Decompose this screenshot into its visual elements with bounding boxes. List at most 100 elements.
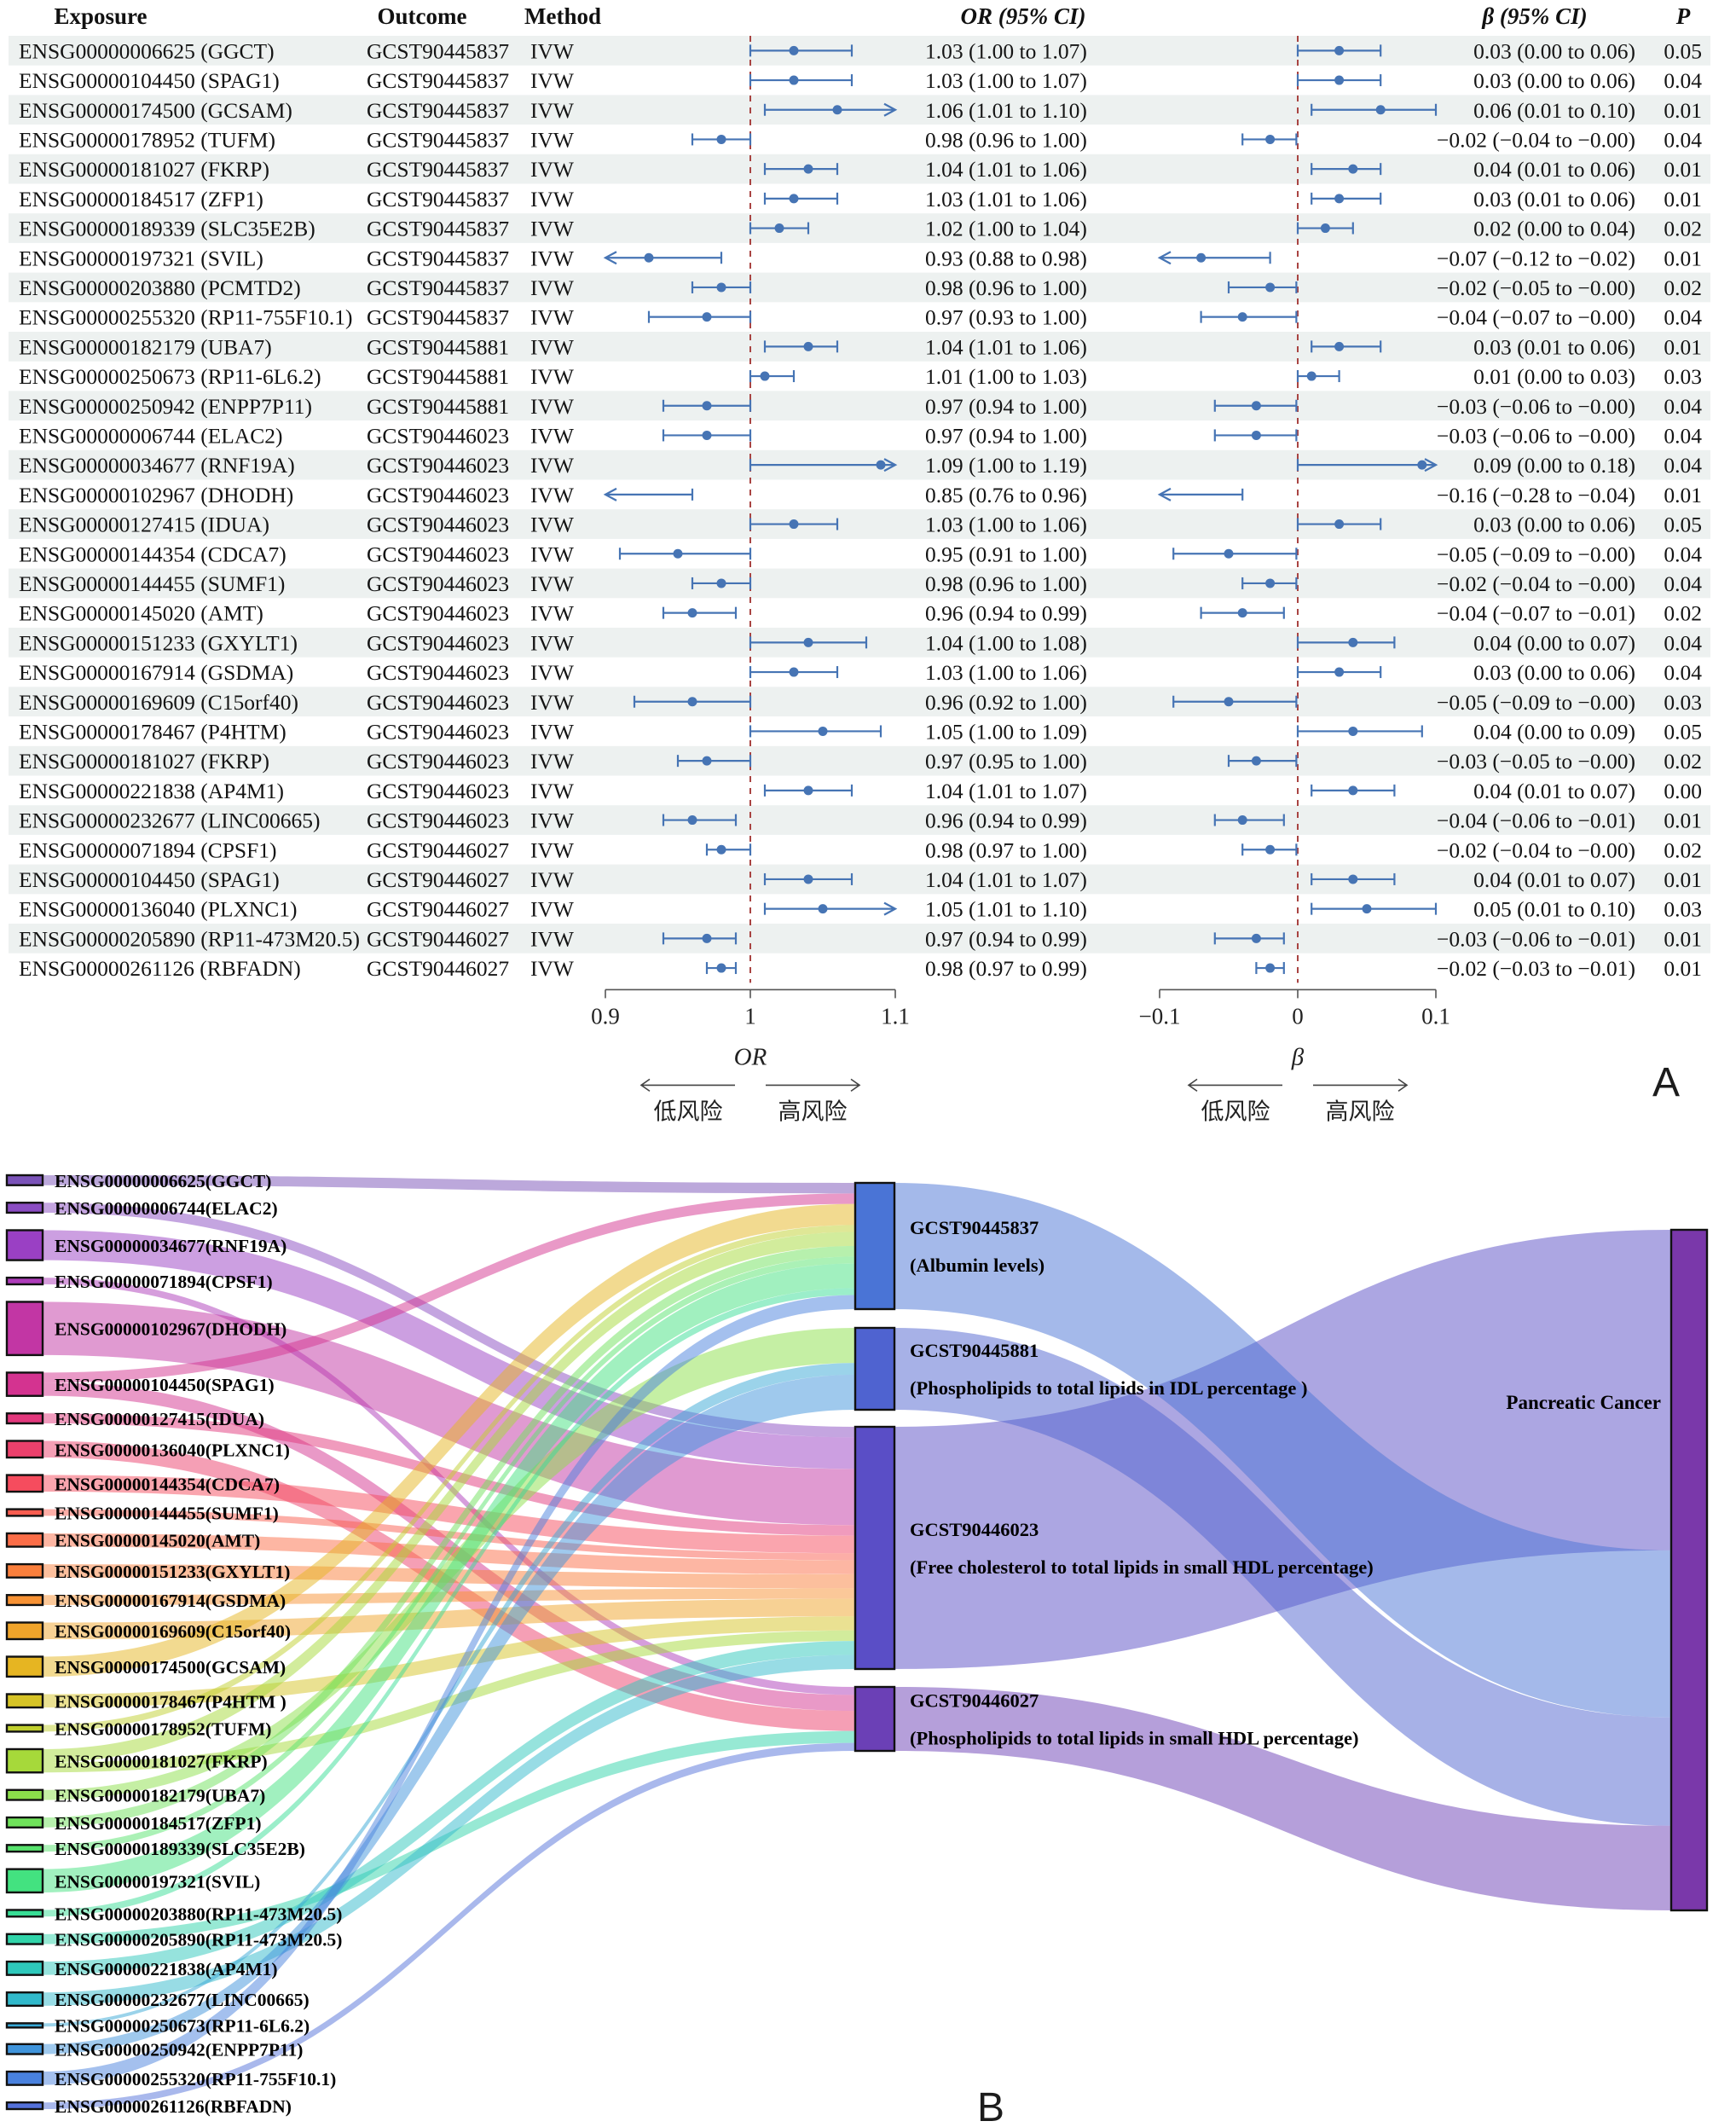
forest-point <box>716 963 726 973</box>
outcome-cell: GCST90446027 <box>367 956 509 981</box>
column-header: OR (95% CI) <box>961 3 1086 29</box>
sankey-gene-node <box>5 1655 44 1678</box>
table-row: ENSG00000184517 (ZFP1) GCST90445837 IVW 1.0… <box>19 187 1702 212</box>
sankey-gene-node <box>5 1747 44 1774</box>
exposure-cell: ENSG00000071894 (CPSF1) <box>19 837 277 862</box>
or-ci-cell: 1.09 (1.00 to 1.19) <box>925 453 1087 478</box>
forest-point <box>1265 578 1276 588</box>
outcome-cell: GCST90446023 <box>367 453 509 478</box>
or-ci-cell: 1.03 (1.00 to 1.07) <box>925 68 1087 93</box>
beta-ci-cell: 0.04 (0.01 to 0.07) <box>1473 867 1635 892</box>
p-value-cell: 0.04 <box>1664 571 1702 596</box>
beta-ci-cell: 0.04 (0.01 to 0.07) <box>1473 779 1635 803</box>
forest-point <box>702 312 712 322</box>
column-header: β (95% CI) <box>1481 3 1587 29</box>
sankey-gene-label: ENSG00000169609(C15orf40) <box>55 1621 291 1642</box>
sankey-cancer-label: Pancreatic Cancer <box>1506 1392 1661 1413</box>
outcome-cell: GCST90445837 <box>367 98 509 123</box>
exposure-cell: ENSG00000178952 (TUFM) <box>19 127 275 152</box>
outcome-cell: GCST90446023 <box>367 719 509 744</box>
exposure-cell: ENSG00000006744 (ELAC2) <box>19 423 283 448</box>
p-value-cell: 0.04 <box>1664 542 1702 566</box>
outcome-cell: GCST90446023 <box>367 690 509 715</box>
exposure-cell: ENSG00000034677 (RNF19A) <box>19 453 295 478</box>
table-row: ENSG00000250942 (ENPP7P11) GCST90445881 IV… <box>19 394 1702 419</box>
forest-point <box>702 933 712 943</box>
or-ci-cell: 1.04 (1.01 to 1.07) <box>925 867 1087 892</box>
forest-point <box>702 430 712 440</box>
sankey-gene-label: ENSG00000102967(DHODH) <box>55 1319 286 1340</box>
flow-gene-to-outcome <box>43 1225 855 1732</box>
or-ci-cell: 0.97 (0.94 to 1.00) <box>925 423 1087 448</box>
or-ci-cell: 0.97 (0.94 to 1.00) <box>925 394 1087 419</box>
beta-ci-cell: −0.02 (−0.04 to −0.00) <box>1437 837 1635 862</box>
flow-gene-to-outcome <box>43 1630 855 1773</box>
flow-gene-to-outcome <box>43 1295 855 2085</box>
forest-point <box>687 815 697 826</box>
sankey-gene-node <box>5 1909 44 1918</box>
table-row: ENSG00000205890 (RP11-473M20.5) GCST90446… <box>19 926 1702 951</box>
or-ci-cell: 0.97 (0.93 to 1.00) <box>925 305 1087 330</box>
clip-arrow-right <box>883 458 898 472</box>
exposure-cell: ENSG00000006625 (GGCT) <box>19 38 275 63</box>
exposure-cell: ENSG00000189339 (SLC35E2B) <box>19 217 315 241</box>
axis-tick-label: 1 <box>744 1003 756 1029</box>
p-value-cell: 0.04 <box>1664 423 1702 448</box>
sankey-gene-label: ENSG00000255320(RP11-755F10.1) <box>55 2069 336 2089</box>
p-value-cell: 0.02 <box>1664 749 1702 774</box>
forest-point <box>1251 430 1261 440</box>
exposure-cell: ENSG00000104450 (SPAG1) <box>19 68 280 93</box>
forest-point <box>1334 75 1345 85</box>
or-ci-cell: 1.03 (1.00 to 1.07) <box>925 38 1087 63</box>
forest-point <box>1251 756 1261 766</box>
table-row: ENSG00000169609 (C15orf40) GCST90446023 IV… <box>19 690 1702 715</box>
sankey-gene-label: ENSG00000127415(IDUA) <box>55 1409 264 1429</box>
p-value-cell: 0.02 <box>1664 837 1702 862</box>
sankey-gene-label: ENSG00000151233(GXYLT1) <box>55 1562 290 1582</box>
exposure-cell: ENSG00000250942 (ENPP7P11) <box>19 394 312 419</box>
sankey-gene-node <box>5 2022 44 2029</box>
row-stripe <box>9 154 1710 184</box>
sankey-gene-node <box>5 1960 44 1976</box>
method-cell: IVW <box>530 867 575 892</box>
forest-point <box>789 667 799 677</box>
flow-gene-to-outcome <box>43 1328 855 1800</box>
or-ci-cell: 0.98 (0.97 to 1.00) <box>925 837 1087 862</box>
sankey-gene-node <box>5 1229 44 1261</box>
outcome-cell: GCST90446027 <box>367 867 509 892</box>
exposure-cell: ENSG00000174500 (GCSAM) <box>19 98 292 123</box>
table-row: ENSG00000178952 (TUFM) GCST90445837 IVW 0.9… <box>19 127 1702 152</box>
p-value-cell: 0.04 <box>1664 68 1702 93</box>
or-ci-cell: 0.97 (0.94 to 0.99) <box>925 926 1087 951</box>
table-row: ENSG00000127415 (IDUA) GCST90446023 IVW 1.0… <box>19 513 1702 537</box>
flow-gene-to-outcome <box>43 1742 855 2109</box>
forest-point <box>1196 252 1207 263</box>
exposure-cell: ENSG00000178467 (P4HTM) <box>19 719 286 744</box>
exposure-cell: ENSG00000250673 (RP11-6L6.2) <box>19 364 321 389</box>
sankey-gene-node <box>5 1301 44 1357</box>
method-cell: IVW <box>530 601 575 626</box>
clip-arrow-left <box>1157 251 1172 265</box>
outcome-cell: GCST90446023 <box>367 630 509 655</box>
high-risk-label: 高风险 <box>1326 1098 1395 1124</box>
forest-plot-panel: Exposure Outcome Method OR (95% CI) β (95% C… <box>9 3 1710 1124</box>
forest-point <box>1265 844 1276 855</box>
panel-label-b: B <box>977 2085 1005 2127</box>
flow-outcome-to-cancer <box>894 1328 1671 1826</box>
forest-point <box>1348 726 1358 736</box>
sankey-outcome-id: GCST90446023 <box>910 1519 1039 1540</box>
table-row: ENSG00000197321 (SVIL) GCST90445837 IVW 0.9… <box>19 246 1702 270</box>
method-cell: IVW <box>530 334 575 359</box>
forest-point <box>1362 904 1372 914</box>
sankey-gene-label: ENSG00000104450(SPAG1) <box>55 1375 275 1395</box>
outcome-cell: GCST90446023 <box>367 749 509 774</box>
beta-ci-cell: 0.03 (0.01 to 0.06) <box>1473 187 1635 212</box>
p-value-cell: 0.04 <box>1664 305 1702 330</box>
flow-gene-to-outcome <box>43 1641 855 1975</box>
flow-outcome-to-cancer <box>894 1687 1671 1910</box>
outcome-cell: GCST90445837 <box>367 38 509 63</box>
row-stripe <box>9 568 1710 599</box>
table-row: ENSG00000181027 (FKRP) GCST90445837 IVW 1.0… <box>19 157 1702 182</box>
forest-point <box>1265 134 1276 144</box>
